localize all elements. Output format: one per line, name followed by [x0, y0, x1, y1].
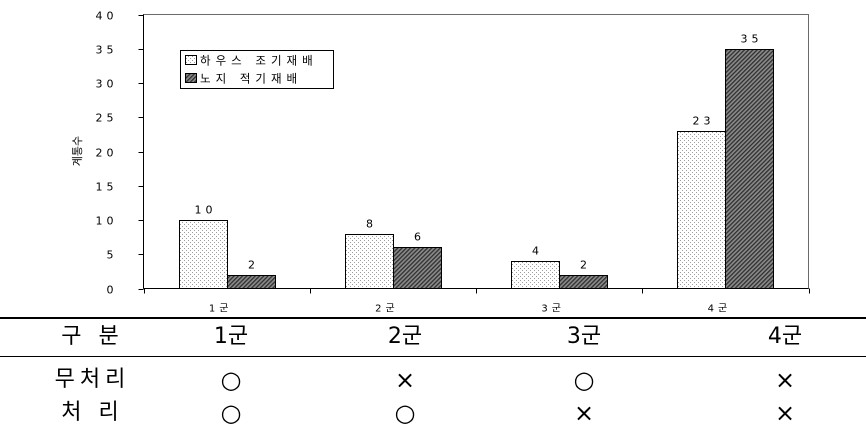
- legend-label-2: 노지 적기재배: [200, 72, 302, 86]
- legend-label-1: 하우스 조기재배: [200, 54, 318, 68]
- table-header-rule: [0, 356, 866, 357]
- legend-swatch-1: [185, 55, 197, 65]
- x-tick-label: 3군: [541, 303, 565, 315]
- table-header-group-4: 4군: [767, 324, 803, 349]
- table-status-mark: ×: [774, 399, 796, 427]
- bar-series-1-group-3: [511, 261, 560, 289]
- table-header-group-3: 3군: [566, 324, 602, 349]
- data-label-series-1-group-1: 10: [195, 204, 217, 217]
- bar-series-2-group-4: [725, 49, 774, 289]
- bar-series-1-group-2: [345, 234, 394, 289]
- data-label-series-2-group-1: 2: [248, 259, 259, 272]
- bar-series-1-group-1: [179, 220, 228, 289]
- y-tick-label: 0: [107, 284, 118, 297]
- y-tick-label: 25: [96, 112, 118, 125]
- data-label-series-1-group-3: 4: [532, 245, 543, 258]
- legend-box: [180, 50, 334, 89]
- x-tick-label: 1군: [209, 303, 233, 315]
- y-tick-label: 5: [107, 249, 118, 262]
- table-header-label: 구 분: [61, 324, 124, 349]
- y-axis-title: 계통수: [71, 136, 84, 166]
- table-status-mark: ○: [573, 366, 595, 394]
- table-row-label: 무처리: [54, 367, 131, 392]
- table-top-rule: [0, 317, 866, 319]
- data-label-series-2-group-3: 2: [580, 259, 591, 272]
- table-header-group-1: 1군: [213, 324, 249, 349]
- bar-series-2-group-3: [559, 275, 608, 289]
- bar-series-2-group-1: [227, 275, 276, 289]
- data-label-series-1-group-2: 8: [366, 218, 377, 231]
- table-status-mark: ×: [394, 366, 416, 394]
- table-header-group-2: 2군: [387, 324, 423, 349]
- table-status-mark: ×: [573, 399, 595, 427]
- data-label-series-2-group-4: 35: [741, 33, 763, 46]
- bar-series-1-group-4: [677, 131, 726, 289]
- y-tick-label: 10: [96, 215, 118, 228]
- table-row-label: 처 리: [61, 400, 124, 425]
- table-status-mark: ○: [394, 399, 416, 427]
- data-label-series-2-group-2: 6: [414, 231, 425, 244]
- y-tick-label: 40: [96, 10, 118, 23]
- y-tick-label: 35: [96, 44, 118, 57]
- data-label-series-1-group-4: 23: [693, 115, 715, 128]
- bar-chart: 0 5 10 15 20 25 30 35 40 1군 2군 3군 4군 10 8 4 23 2 6 2 35 하우스 조…: [71, 10, 810, 315]
- table-status-mark: ×: [774, 366, 796, 394]
- bar-series-2-group-2: [393, 247, 442, 289]
- y-tick-label: 20: [96, 147, 118, 160]
- x-tick-label: 2군: [375, 303, 399, 315]
- y-tick-label: 15: [96, 181, 118, 194]
- y-tick-label: 30: [96, 78, 118, 91]
- x-tick-label: 4군: [708, 303, 732, 315]
- table-status-mark: ○: [220, 366, 242, 394]
- table-status-mark: ○: [220, 399, 242, 427]
- legend-swatch-2: [185, 73, 197, 83]
